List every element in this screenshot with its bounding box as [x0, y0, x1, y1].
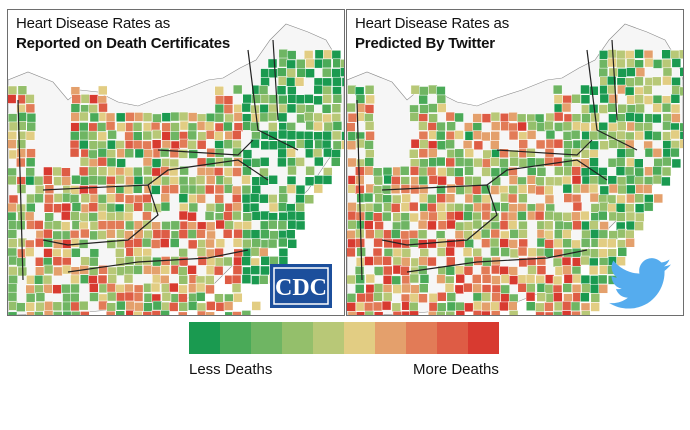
legend-swatch [220, 322, 251, 354]
cdc-logo-text: CDC [275, 275, 327, 301]
legend-swatch [468, 322, 499, 354]
title-line-2: Predicted By Twitter [355, 35, 495, 52]
panel-title: Heart Disease Rates as Reported on Death… [16, 14, 230, 54]
title-line-1: Heart Disease Rates as [16, 15, 171, 32]
title-line-1: Heart Disease Rates as [355, 15, 510, 32]
legend-swatch [406, 322, 437, 354]
cdc-logo-icon: CDC [270, 264, 332, 308]
legend-swatch [282, 322, 313, 354]
cdc-map-panel: Heart Disease Rates as Reported on Death… [7, 9, 345, 316]
legend-swatch [375, 322, 406, 354]
legend-swatch [437, 322, 468, 354]
county-choropleth-map [347, 23, 683, 315]
twitter-bird-icon [609, 258, 671, 309]
legend-low-label: Less Deaths [189, 361, 273, 378]
twitter-map-panel: Heart Disease Rates as Predicted By Twit… [346, 9, 684, 316]
legend-swatch [313, 322, 344, 354]
legend-swatch [251, 322, 282, 354]
legend-swatch [189, 322, 220, 354]
color-scale-legend [189, 322, 499, 354]
panel-title: Heart Disease Rates as Predicted By Twit… [355, 14, 509, 54]
county-choropleth-map [8, 23, 344, 315]
legend-swatch [344, 322, 375, 354]
title-line-2: Reported on Death Certificates [16, 35, 231, 52]
legend-high-label: More Deaths [413, 361, 499, 378]
